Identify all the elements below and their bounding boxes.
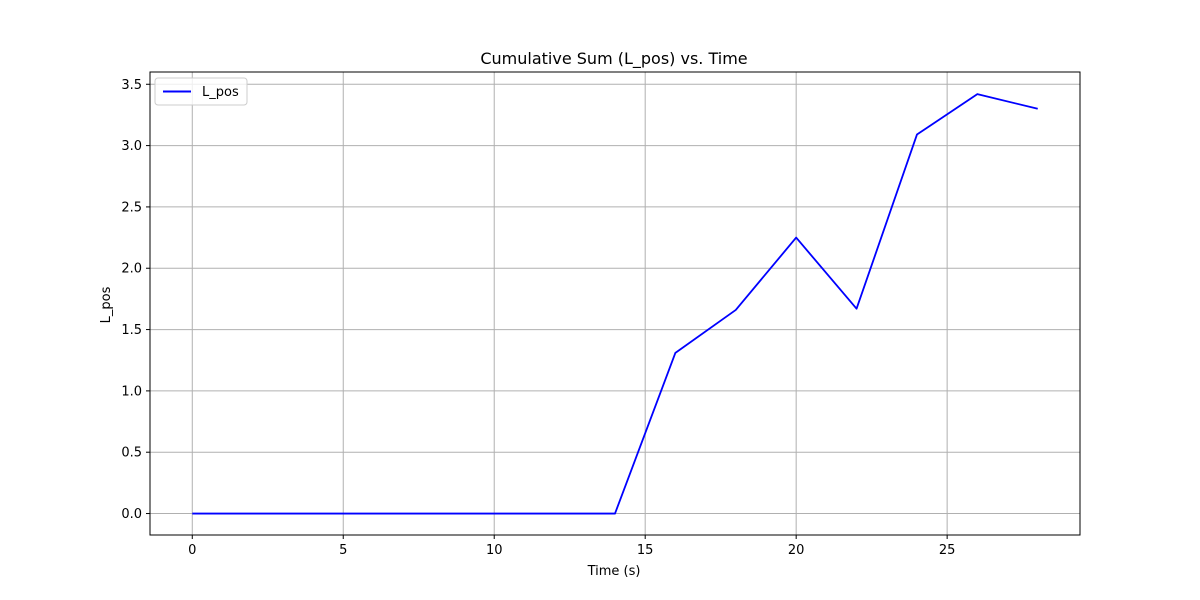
plot-frame [149,71,1081,536]
y-tick-label: 1.5 [121,323,142,338]
x-tick-label: 0 [188,543,196,558]
x-axis-label: Time (s) [587,564,641,579]
y-tick-label: 3.5 [121,78,142,93]
x-tick-label: 10 [486,543,503,558]
x-tick-label: 20 [788,543,805,558]
legend-label: L_pos [202,85,239,100]
y-tick-label: 0.5 [121,446,142,461]
plot-area [150,72,1080,535]
x-tick-label: 25 [939,543,956,558]
legend: L_pos [154,77,248,106]
y-tick-label: 0.0 [121,507,142,522]
y-axis-label: L_pos [99,286,114,323]
y-tick-label: 2.0 [121,262,142,277]
y-axis: 0.0 0.5 1.0 1.5 2.0 2.5 3.0 3.5 [121,78,150,522]
x-axis: 0 5 10 15 20 25 [188,535,955,558]
x-tick-label: 15 [637,543,654,558]
chart-title: Cumulative Sum (L_pos) vs. Time [480,49,747,69]
y-tick-label: 1.0 [121,384,142,399]
y-tick-label: 2.5 [121,200,142,215]
legend-box [154,77,248,106]
x-tick-label: 5 [339,543,347,558]
y-tick-label: 3.0 [121,139,142,154]
series-layer [192,93,1038,515]
grid [150,72,1080,535]
